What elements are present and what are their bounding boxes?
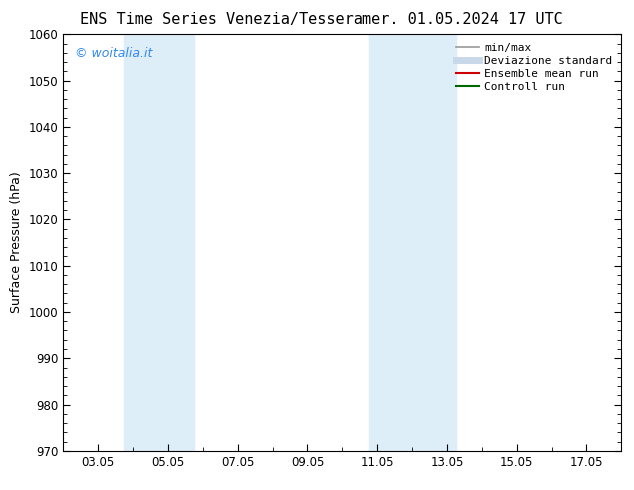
Y-axis label: Surface Pressure (hPa): Surface Pressure (hPa) — [10, 172, 23, 314]
Bar — [368, 34, 456, 451]
Bar — [124, 34, 194, 451]
Legend: min/max, Deviazione standard, Ensemble mean run, Controll run: min/max, Deviazione standard, Ensemble m… — [453, 40, 616, 95]
Text: ENS Time Series Venezia/Tessera: ENS Time Series Venezia/Tessera — [81, 12, 363, 27]
Text: mer. 01.05.2024 17 UTC: mer. 01.05.2024 17 UTC — [363, 12, 563, 27]
Text: © woitalia.it: © woitalia.it — [75, 47, 152, 60]
